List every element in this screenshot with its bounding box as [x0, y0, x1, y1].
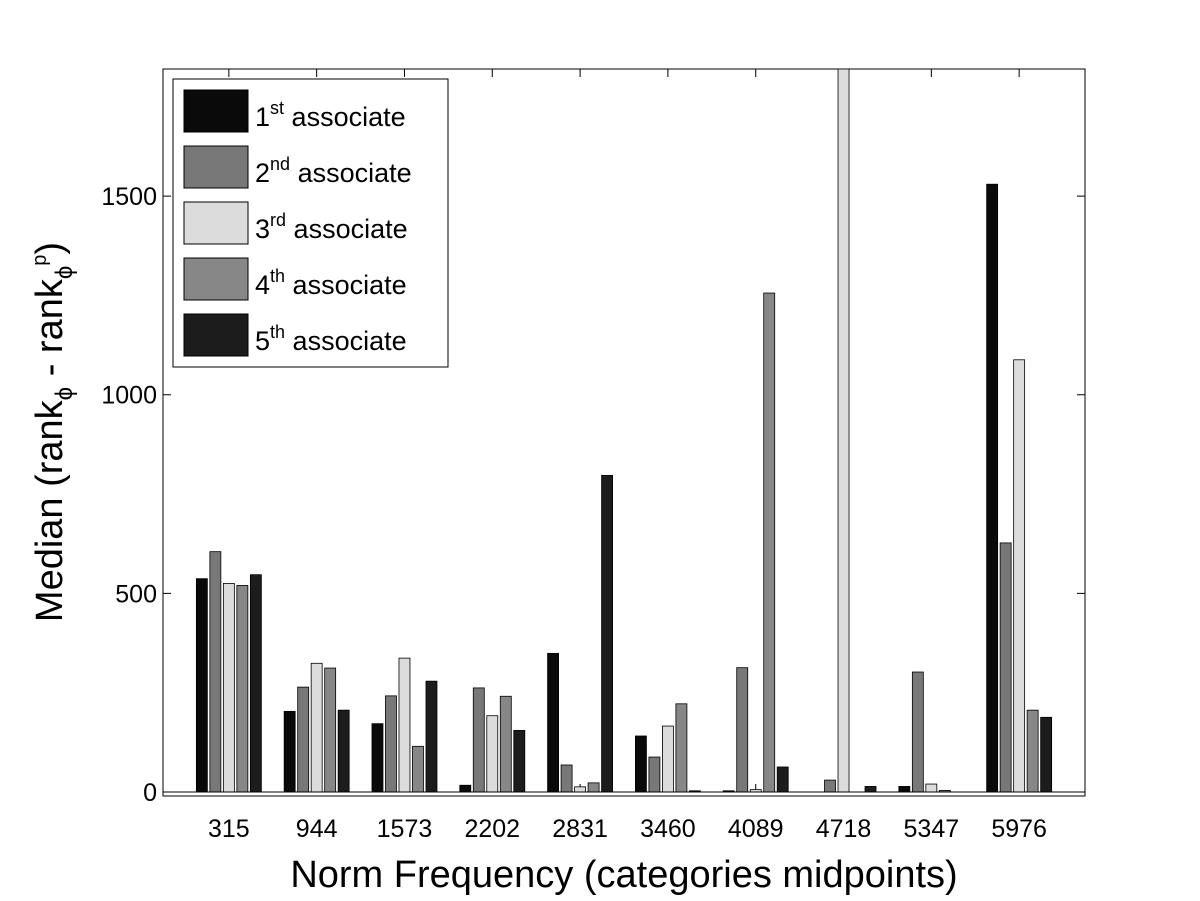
bar-4th-associate-2202 — [499, 695, 512, 793]
legend: 1st associate 2nd associate 3rd associate 4… — [172, 78, 449, 368]
y-tick-label: 500 — [115, 580, 157, 608]
bar-3rd-associate-2831 — [574, 786, 586, 793]
bar-2nd-associate-315 — [209, 551, 222, 793]
legend-swatch — [183, 89, 249, 133]
bar-5th-associate-2831 — [601, 474, 613, 793]
legend-swatch — [183, 145, 249, 189]
bar-2nd-associate-5976 — [999, 542, 1012, 793]
bar-2nd-associate-944 — [297, 686, 310, 793]
bar-2nd-associate-5347 — [911, 671, 924, 793]
bar-2nd-associate-1573 — [385, 695, 397, 793]
x-tick-label: 4718 — [816, 815, 872, 843]
x-tick-label: 315 — [208, 815, 250, 843]
legend-swatch — [183, 313, 249, 357]
x-tick-label: 1573 — [377, 815, 433, 843]
x-tick-label: 4089 — [728, 815, 784, 843]
bar-2nd-associate-4089 — [736, 667, 749, 793]
bar-3rd-associate-2202 — [486, 715, 499, 793]
bar-5th-associate-944 — [337, 709, 350, 793]
bar-3rd-associate-5347 — [925, 783, 938, 793]
x-tick-label: 3460 — [640, 815, 696, 843]
bar-4th-associate-3460 — [675, 703, 688, 793]
bar-1st-associate-5347 — [898, 786, 911, 793]
x-tick-label: 2831 — [552, 815, 608, 843]
bar-3rd-associate-5976 — [1013, 359, 1026, 793]
x-tick-label: 2202 — [464, 815, 520, 843]
y-tick-label: 1500 — [101, 183, 157, 211]
bar-3rd-associate-944 — [310, 662, 323, 793]
legend-label: 2nd associate — [255, 154, 412, 188]
y-tick-label: 0 — [143, 779, 157, 807]
bar-4th-associate-315 — [236, 585, 249, 793]
y-axis: 0 500 1000 1500 — [101, 183, 1085, 807]
x-axis-title: Norm Frequency (categories midpoints) — [290, 854, 957, 896]
bar-2nd-associate-2202 — [472, 687, 485, 793]
bar-5th-associate-4089 — [776, 766, 789, 793]
y-tick-label: 1000 — [101, 382, 157, 410]
bar-1st-associate-315 — [195, 578, 208, 793]
x-tick-label: 944 — [296, 815, 338, 843]
bar-4th-associate-2831 — [587, 782, 600, 793]
bar-3rd-associate-3460 — [662, 725, 674, 793]
bar-1st-associate-1573 — [371, 723, 384, 793]
bar-5th-associate-4718 — [864, 786, 877, 793]
bar-5th-associate-1573 — [425, 680, 438, 793]
bar-1st-associate-2831 — [547, 652, 559, 793]
bar-2nd-associate-3460 — [648, 756, 661, 793]
x-axis: 315 944 1573 2202 2831 3460 4089 4718 5347 5976 — [208, 69, 1047, 843]
bar-1st-associate-944 — [283, 710, 296, 793]
bar-1st-associate-3460 — [635, 735, 647, 793]
y-axis-title: Median (rankϕ - rankϕp) — [29, 242, 78, 622]
bar-3rd-associate-4718 — [837, 68, 850, 793]
bar-4th-associate-944 — [324, 667, 337, 793]
bar-2nd-associate-2831 — [560, 764, 573, 793]
x-tick-label: 5976 — [991, 815, 1047, 843]
bar-5th-associate-315 — [249, 574, 262, 793]
legend-label: 3rd associate — [255, 210, 408, 244]
legend-label: 5th associate — [255, 322, 407, 356]
legend-label: 1st associate — [255, 98, 406, 132]
bar-5th-associate-5976 — [1040, 716, 1053, 793]
bar-1st-associate-5976 — [986, 183, 999, 793]
bar-2nd-associate-4718 — [824, 779, 836, 793]
bar-5th-associate-2202 — [513, 730, 526, 793]
bar-4th-associate-5976 — [1026, 709, 1039, 793]
bar-3rd-associate-1573 — [398, 657, 411, 793]
bar-1st-associate-2202 — [459, 784, 472, 793]
legend-label: 4th associate — [255, 266, 407, 300]
bar-4th-associate-4089 — [763, 292, 776, 793]
x-tick-label: 5347 — [904, 815, 960, 843]
legend-swatch — [183, 257, 249, 301]
bar-4th-associate-1573 — [412, 745, 424, 793]
legend-swatch — [183, 201, 249, 245]
bar-3rd-associate-315 — [222, 583, 235, 793]
